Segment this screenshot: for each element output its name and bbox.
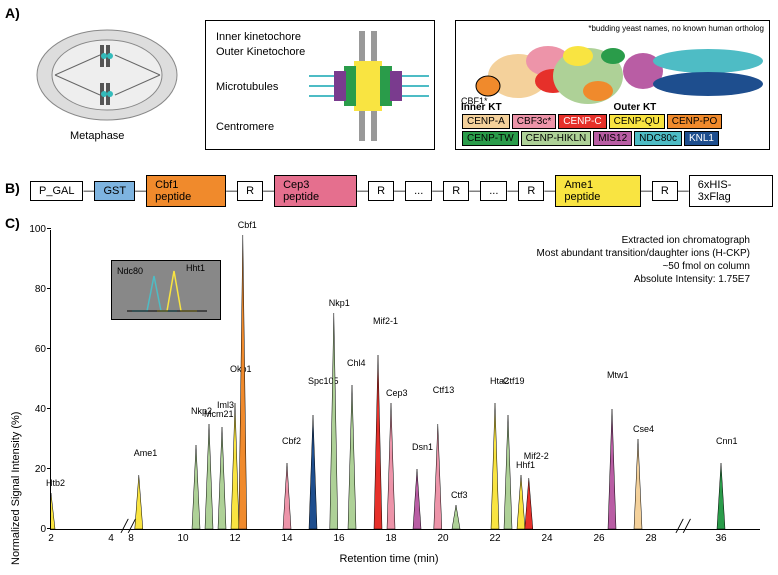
construct-2: Cbf1 peptide bbox=[146, 175, 226, 207]
legend-MIS12: MIS12 bbox=[593, 131, 632, 146]
construct-diagram: P_GAL—GST—Cbf1 peptide—R—Cep3 peptide—R—… bbox=[30, 175, 773, 207]
construct-5: R bbox=[368, 181, 394, 201]
legend-CENP-A: CENP-A bbox=[462, 114, 510, 129]
construct-6: ... bbox=[405, 181, 432, 201]
construct-10: Ame1 peptide bbox=[555, 175, 640, 207]
panel-b: B) P_GAL—GST—Cbf1 peptide—R—Cep3 peptide… bbox=[5, 175, 773, 205]
outer-kt-header: Outer KT bbox=[614, 102, 767, 113]
ytick: 0 bbox=[21, 524, 46, 535]
kinetochore-diagram: Inner kinetochore Outer Kinetochore Micr… bbox=[205, 20, 435, 150]
metaphase-label: Metaphase bbox=[70, 130, 124, 142]
legend-CENP-QU: CENP-QU bbox=[609, 114, 665, 129]
xtick: 16 bbox=[333, 533, 344, 544]
legend-CENP-HIKLN: CENP-HIKLN bbox=[521, 131, 592, 146]
construct-7: R bbox=[443, 181, 469, 201]
peaks-svg bbox=[51, 229, 761, 529]
ytick: 40 bbox=[21, 404, 46, 415]
construct-12: 6xHIS-3xFlag bbox=[689, 175, 773, 207]
ytick: 20 bbox=[21, 464, 46, 475]
construct-9: R bbox=[518, 181, 544, 201]
xtick: 18 bbox=[385, 533, 396, 544]
kt-schematic-icon bbox=[309, 26, 429, 146]
cen-label: Centromere bbox=[216, 121, 274, 133]
legend-NDC80c: NDC80c bbox=[634, 131, 682, 146]
ytick: 80 bbox=[21, 284, 46, 295]
xtick: 36 bbox=[715, 533, 726, 544]
xtick: 24 bbox=[541, 533, 552, 544]
xtick: 8 bbox=[128, 533, 134, 544]
y-axis-label: Normalized Signal Intensity (%) bbox=[10, 412, 22, 565]
panel-b-label: B) bbox=[5, 180, 20, 196]
legend-items: CENP-ACBF3c*CENP-CCENP-QUCENP-PO CENP-TWC… bbox=[461, 113, 766, 147]
complex-note: *budding yeast names, no known human ort… bbox=[588, 24, 764, 33]
construct-4: Cep3 peptide bbox=[274, 175, 357, 207]
construct-11: R bbox=[652, 181, 678, 201]
ytick: 60 bbox=[21, 344, 46, 355]
xtick: 20 bbox=[437, 533, 448, 544]
legend-KNL1: KNL1 bbox=[684, 131, 719, 146]
legend-CENP-TW: CENP-TW bbox=[462, 131, 519, 146]
outer-kt-label: Outer Kinetochore bbox=[216, 46, 305, 58]
xtick: 4 bbox=[108, 533, 114, 544]
chromatogram-chart: Ndc80 Hht1 Extracted ion chromatograph M… bbox=[50, 230, 760, 530]
mt-label: Microtubules bbox=[216, 81, 278, 93]
panel-c: C) Normalized Signal Intensity (%) Reten… bbox=[5, 215, 773, 570]
xtick: 14 bbox=[281, 533, 292, 544]
construct-8: ... bbox=[480, 181, 507, 201]
xtick: 12 bbox=[229, 533, 240, 544]
inner-kt-label: Inner kinetochore bbox=[216, 31, 301, 43]
legend-CBF3c*: CBF3c* bbox=[512, 114, 556, 129]
panel-a: A) Metaphase Inner kinetochore Outer Kin… bbox=[5, 5, 773, 165]
panel-a-label: A) bbox=[5, 5, 20, 21]
xtick: 2 bbox=[48, 533, 54, 544]
complex-blob-icon bbox=[458, 36, 768, 106]
xtick: 26 bbox=[593, 533, 604, 544]
construct-1: GST bbox=[94, 181, 135, 201]
xtick: 28 bbox=[645, 533, 656, 544]
inner-kt-header: Inner KT bbox=[461, 102, 614, 113]
construct-0: P_GAL bbox=[30, 181, 83, 201]
protein-complex-diagram: *budding yeast names, no known human ort… bbox=[455, 20, 770, 150]
legend-CENP-C: CENP-C bbox=[558, 114, 606, 129]
legend-CENP-PO: CENP-PO bbox=[667, 114, 723, 129]
legend-container: Inner KTOuter KT CENP-ACBF3c*CENP-CCENP-… bbox=[461, 102, 766, 147]
ytick: 100 bbox=[21, 224, 46, 235]
xtick: 22 bbox=[489, 533, 500, 544]
construct-3: R bbox=[237, 181, 263, 201]
cell-diagram: Metaphase bbox=[30, 20, 185, 150]
xtick: 10 bbox=[177, 533, 188, 544]
x-axis-label: Retention time (min) bbox=[339, 553, 438, 565]
panel-c-label: C) bbox=[5, 215, 20, 231]
